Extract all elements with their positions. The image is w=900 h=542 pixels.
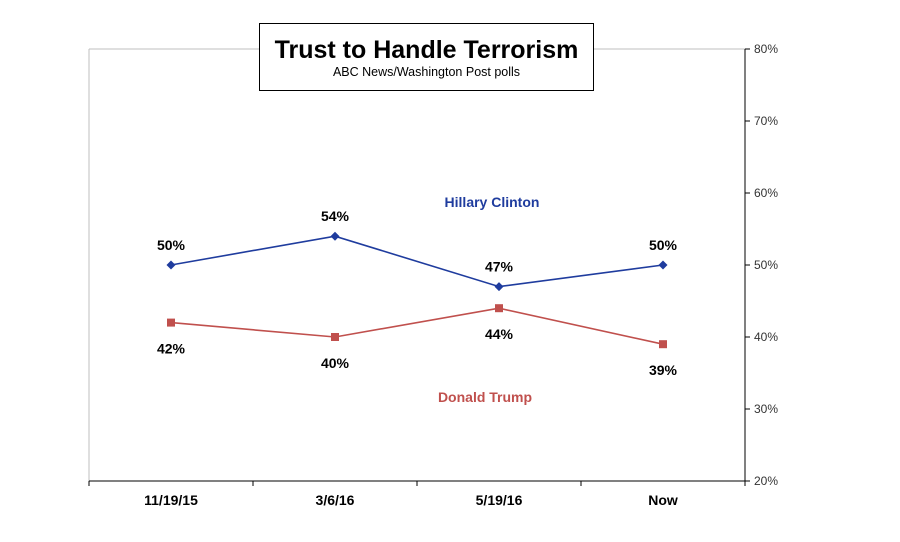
- series-0: 50% 54% 47% 50% Hillary Clinton: [157, 194, 678, 292]
- y-tick-label: 20%: [754, 474, 778, 488]
- data-point: [658, 260, 668, 270]
- y-tick-label: 50%: [754, 258, 778, 272]
- series-group: 50% 54% 47% 50% Hillary Clinton 42% 40% 44% 39% D…: [157, 194, 678, 405]
- data-label: 39%: [649, 362, 678, 378]
- data-point: [330, 231, 340, 241]
- series-line: [170, 307, 664, 345]
- y-tick-label: 60%: [754, 186, 778, 200]
- chart-title-box: Trust to Handle Terrorism ABC News/Washi…: [259, 23, 594, 91]
- data-point: [495, 304, 503, 313]
- x-tick-label: 3/6/16: [316, 492, 355, 508]
- y-axis-ticks: 20% 30% 40% 50% 60% 70% 80%: [745, 42, 778, 488]
- x-axis-ticks: 11/19/15 3/6/16 5/19/16 Now: [88, 481, 746, 508]
- data-label: 42%: [157, 341, 186, 357]
- data-label: 54%: [321, 208, 350, 224]
- data-label: 44%: [485, 326, 514, 342]
- data-point: [494, 282, 504, 292]
- data-point: [167, 318, 175, 327]
- data-point: [659, 340, 667, 349]
- data-label: 50%: [649, 237, 678, 253]
- series-name-label: Hillary Clinton: [445, 194, 540, 210]
- x-tick-label: Now: [648, 492, 678, 508]
- axes: [88, 48, 746, 482]
- data-point: [166, 260, 176, 270]
- y-tick-label: 80%: [754, 42, 778, 56]
- chart-subtitle: ABC News/Washington Post polls: [332, 65, 521, 79]
- y-tick-label: 30%: [754, 402, 778, 416]
- x-tick-label: 5/19/16: [476, 492, 523, 508]
- series-name-label: Donald Trump: [438, 389, 532, 405]
- chart-title: Trust to Handle Terrorism: [274, 36, 579, 64]
- x-tick-label: 11/19/15: [144, 492, 198, 508]
- data-label: 47%: [485, 259, 514, 275]
- y-tick-label: 40%: [754, 330, 778, 344]
- y-tick-label: 70%: [754, 114, 778, 128]
- data-label: 40%: [321, 355, 350, 371]
- series-1: 42% 40% 44% 39% Donald Trump: [157, 304, 678, 405]
- data-point: [331, 333, 339, 341]
- data-label: 50%: [157, 237, 186, 253]
- series-line: [170, 235, 664, 288]
